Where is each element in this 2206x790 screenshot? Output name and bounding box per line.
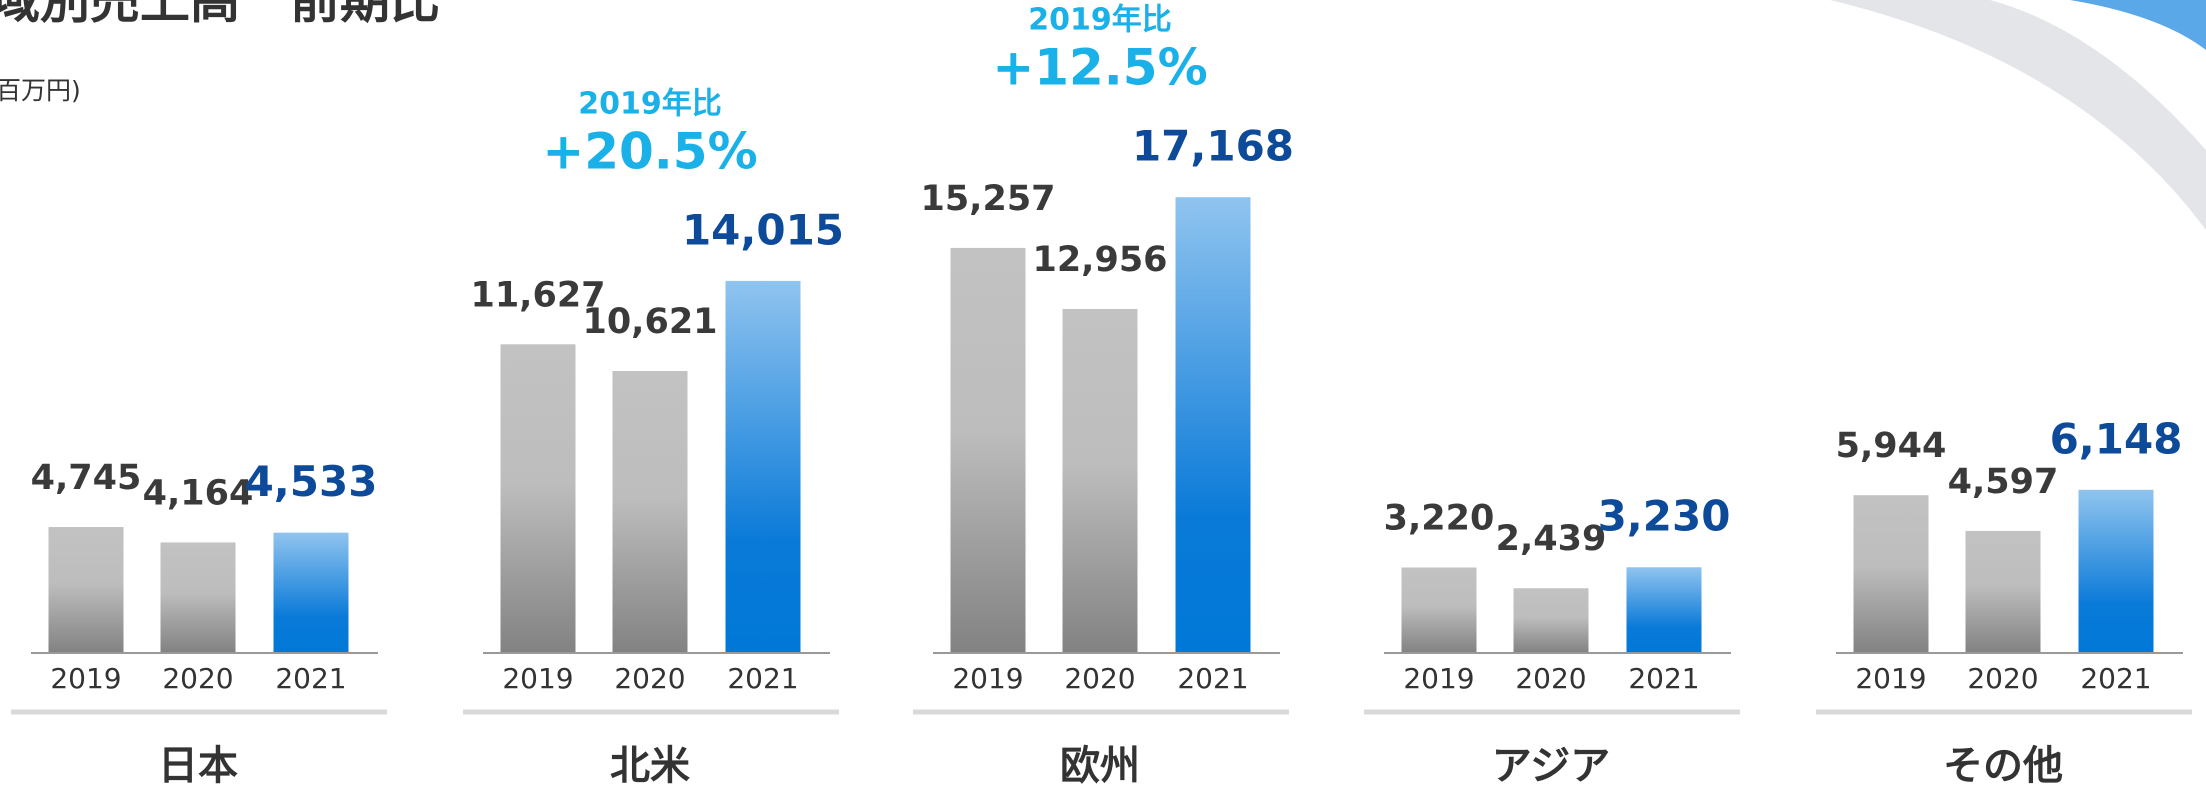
bar — [273, 532, 349, 653]
bar — [1401, 567, 1477, 653]
bar — [1175, 197, 1251, 653]
bar — [48, 527, 124, 653]
decor-swoosh — [1830, 0, 2206, 230]
annotation-change: +20.5% — [542, 122, 757, 180]
bar — [612, 371, 688, 653]
value-label: 11,627 — [470, 275, 605, 315]
x-tick-label: 2020 — [1064, 662, 1135, 695]
x-tick-label: 2021 — [275, 662, 346, 695]
value-label: 14,015 — [682, 205, 844, 254]
value-label: 17,168 — [1132, 122, 1294, 171]
bar — [1965, 530, 2041, 653]
region-label: 北米 — [610, 743, 690, 789]
bar — [1853, 495, 1929, 653]
bar — [2078, 489, 2154, 653]
annotation-change: +12.5% — [992, 39, 1207, 97]
value-label: 10,621 — [582, 302, 717, 342]
value-label: 2,439 — [1496, 519, 1607, 559]
value-label: 3,230 — [1598, 492, 1731, 541]
bar — [1062, 309, 1138, 653]
annotation-caption: 2019年比 — [578, 86, 722, 121]
value-label: 4,533 — [245, 457, 378, 506]
value-label: 3,220 — [1384, 499, 1495, 539]
x-tick-label: 2019 — [502, 662, 573, 695]
bar — [1626, 567, 1702, 653]
bar — [160, 542, 236, 653]
x-tick-label: 2019 — [952, 662, 1023, 695]
value-label: 15,257 — [920, 179, 1055, 219]
x-tick-label: 2020 — [162, 662, 233, 695]
value-label: 12,956 — [1032, 240, 1167, 280]
x-tick-label: 2019 — [1403, 662, 1474, 695]
bar — [725, 280, 801, 653]
decor-swoosh — [2070, 0, 2206, 50]
region-label: アジア — [1492, 743, 1610, 789]
x-tick-label: 2021 — [1628, 662, 1699, 695]
page-title: 域別売上高 前期比 — [0, 0, 440, 30]
x-tick-label: 2021 — [2080, 662, 2151, 695]
x-tick-label: 2019 — [1855, 662, 1926, 695]
region-label: その他 — [1943, 743, 2063, 789]
x-tick-label: 2021 — [727, 662, 798, 695]
x-tick-label: 2020 — [1515, 662, 1586, 695]
region-label: 日本 — [158, 743, 238, 789]
x-tick-label: 2020 — [614, 662, 685, 695]
bar — [950, 247, 1026, 654]
value-label: 4,745 — [31, 458, 142, 498]
value-label: 4,164 — [143, 473, 254, 513]
unit-label: 百万円) — [0, 76, 81, 105]
value-label: 5,944 — [1836, 426, 1947, 466]
x-tick-label: 2020 — [1967, 662, 2038, 695]
bar — [500, 344, 576, 653]
annotation-caption: 2019年比 — [1028, 3, 1172, 38]
value-label: 6,148 — [2050, 414, 2183, 463]
x-tick-label: 2019 — [50, 662, 121, 695]
bar — [1513, 588, 1589, 653]
x-tick-label: 2021 — [1177, 662, 1248, 695]
region-label: 欧州 — [1060, 743, 1140, 789]
value-label: 4,597 — [1948, 462, 2059, 502]
